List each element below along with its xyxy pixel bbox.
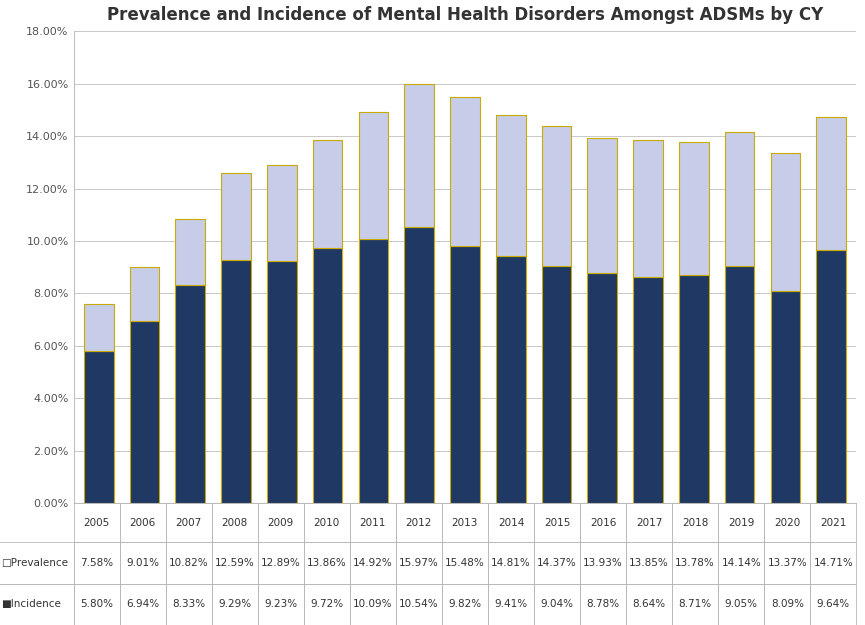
Bar <box>130 267 159 321</box>
Bar <box>221 259 251 503</box>
Bar <box>176 219 205 285</box>
Bar <box>84 351 113 503</box>
Bar <box>358 239 388 503</box>
Bar <box>404 84 434 227</box>
Bar <box>633 277 663 503</box>
Bar <box>313 140 343 248</box>
Bar <box>130 321 159 503</box>
Bar <box>587 273 617 503</box>
Bar <box>84 304 113 351</box>
Bar <box>450 246 480 503</box>
Bar <box>679 142 708 275</box>
Bar <box>679 275 708 503</box>
Bar <box>496 115 526 256</box>
Bar <box>450 98 480 246</box>
Bar <box>267 261 297 503</box>
Bar <box>725 132 754 266</box>
Bar <box>541 126 572 266</box>
Title: Prevalence and Incidence of Mental Health Disorders Amongst ADSMs by CY: Prevalence and Incidence of Mental Healt… <box>106 6 823 24</box>
Bar <box>817 118 846 251</box>
Bar <box>587 138 617 273</box>
Bar <box>771 291 800 503</box>
Bar <box>176 285 205 503</box>
Bar <box>358 112 388 239</box>
Bar <box>313 248 343 503</box>
Bar <box>771 152 800 291</box>
Bar <box>541 266 572 503</box>
Bar <box>404 227 434 503</box>
Bar <box>267 165 297 261</box>
Bar <box>633 140 663 277</box>
Bar <box>221 173 251 259</box>
Bar <box>725 266 754 503</box>
Bar <box>496 256 526 503</box>
Bar <box>817 251 846 503</box>
